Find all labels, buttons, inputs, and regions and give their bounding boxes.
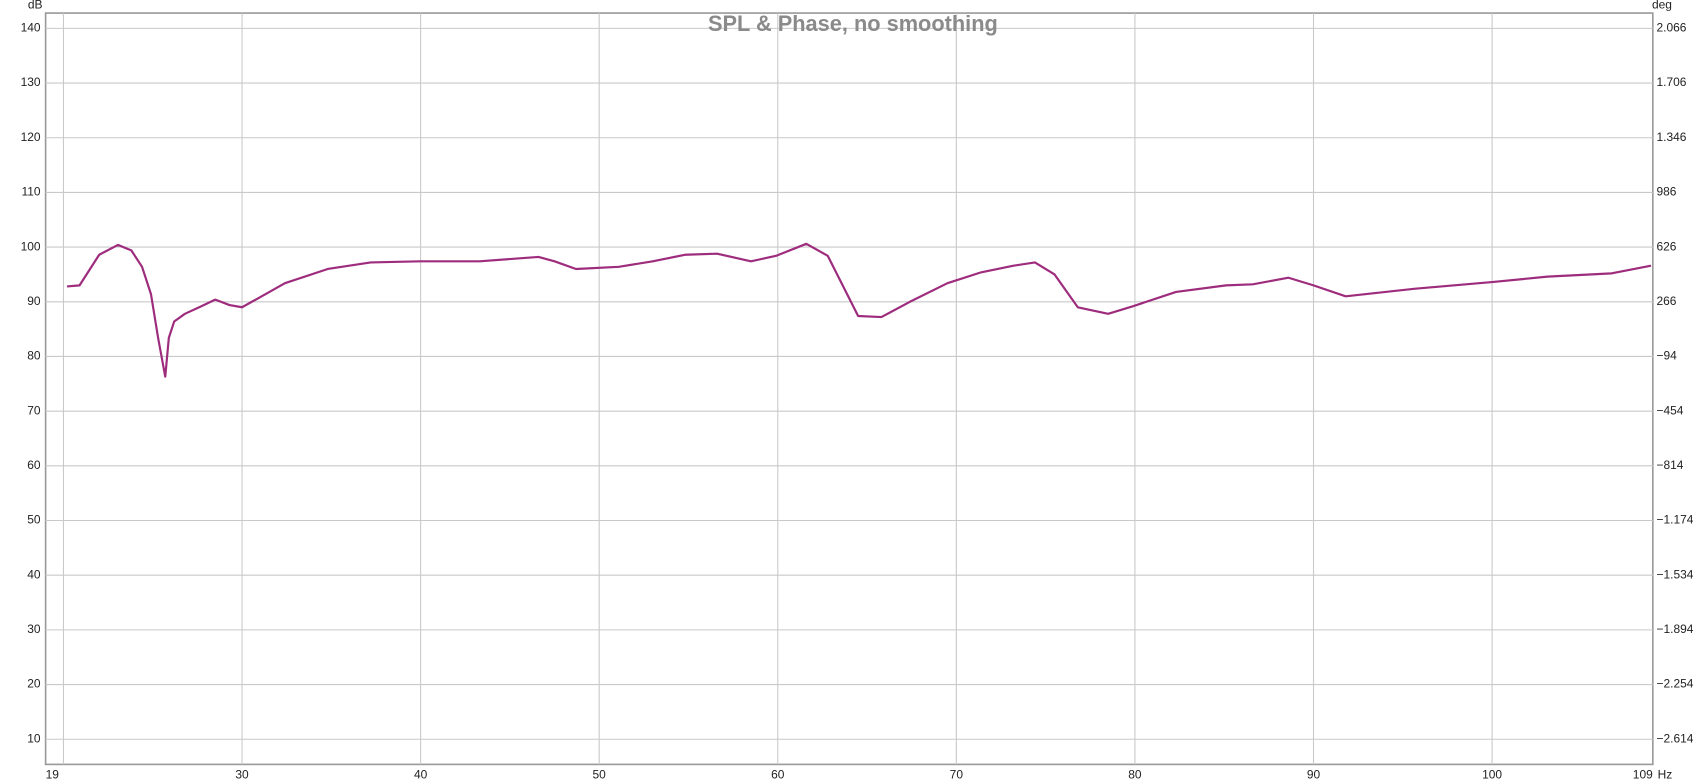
- x-tick-label: 80: [1128, 767, 1142, 781]
- y2-tick-label: −1.174: [1657, 513, 1694, 527]
- x-tick-label: 70: [950, 767, 964, 781]
- y-tick-label: 20: [27, 677, 41, 691]
- y-tick-label: 140: [21, 21, 41, 35]
- y-tick-label: 130: [21, 75, 41, 89]
- y-tick-label: 10: [27, 731, 41, 745]
- y2-tick-label: 2.066: [1657, 21, 1687, 35]
- y2-axis-unit: deg: [1652, 0, 1672, 12]
- y2-tick-label: −2.614: [1657, 731, 1694, 745]
- chart-title: SPL & Phase, no smoothing: [708, 11, 998, 36]
- x-tick-label: 30: [235, 767, 249, 781]
- y2-tick-label: −454: [1657, 403, 1684, 417]
- y2-tick-label: 1.706: [1657, 75, 1687, 89]
- x-tick-label: 50: [593, 767, 607, 781]
- y-tick-label: 110: [22, 185, 41, 199]
- y-tick-label: 40: [27, 567, 41, 581]
- x-tick-label: 90: [1307, 767, 1321, 781]
- y-axis-unit: dB: [28, 0, 43, 12]
- y2-tick-label: 626: [1657, 239, 1677, 253]
- plot-area: [44, 12, 1654, 766]
- x-tick-label: 40: [414, 767, 428, 781]
- x-tick-label: 100: [1482, 767, 1502, 781]
- x-axis-unit: Hz: [1658, 767, 1673, 781]
- y2-tick-label: −1.894: [1657, 622, 1694, 636]
- y-tick-label: 70: [27, 403, 41, 417]
- y-tick-label: 80: [27, 349, 41, 363]
- y2-tick-label: −814: [1657, 458, 1684, 472]
- y2-tick-label: −2.254: [1657, 677, 1694, 691]
- x-tick-label: 60: [771, 767, 785, 781]
- y-tick-label: 60: [27, 458, 41, 472]
- y-tick-label: 90: [27, 294, 41, 308]
- y2-tick-label: 266: [1657, 294, 1677, 308]
- y-tick-label: 100: [21, 239, 41, 253]
- y-tick-label: 30: [27, 622, 41, 636]
- x-tick-label: 19: [46, 767, 60, 781]
- y2-tick-label: −94: [1657, 349, 1678, 363]
- spl-line: [66, 242, 1652, 378]
- y2-tick-label: −1.534: [1657, 567, 1694, 581]
- y2-tick-label: 986: [1657, 185, 1677, 199]
- y-tick-label: 50: [27, 513, 41, 527]
- x-tick-label: 109: [1633, 767, 1653, 781]
- y-tick-label: 120: [21, 130, 41, 144]
- y2-tick-label: 1.346: [1657, 130, 1687, 144]
